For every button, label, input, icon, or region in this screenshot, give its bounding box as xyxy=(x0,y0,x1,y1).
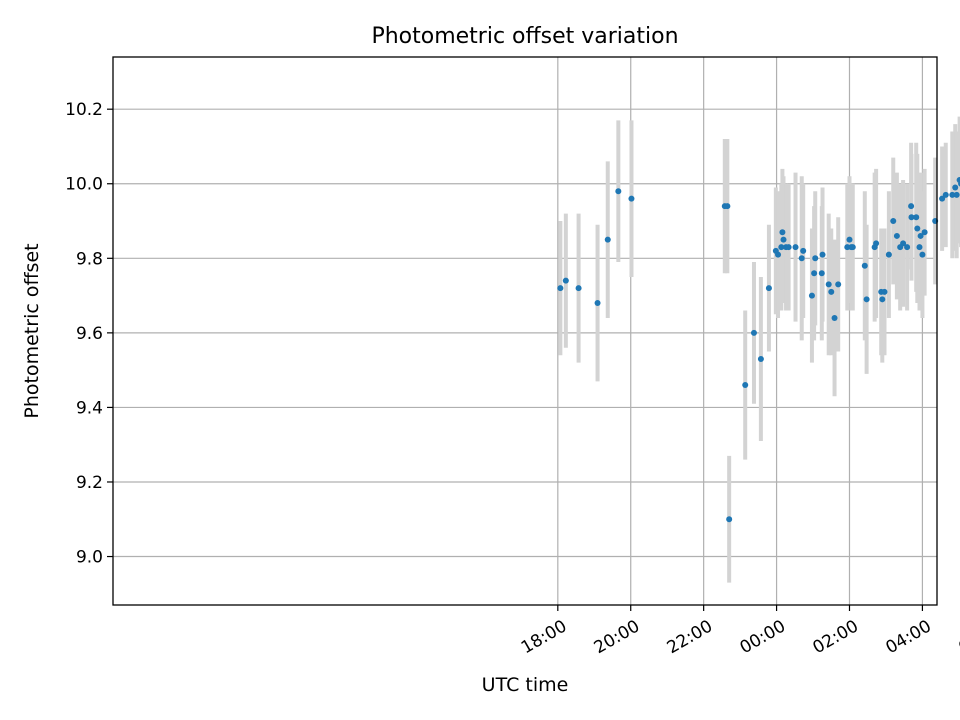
data-point xyxy=(885,251,892,258)
data-point xyxy=(953,191,960,198)
data-point xyxy=(562,277,569,284)
data-point xyxy=(557,285,564,292)
data-point xyxy=(908,203,915,210)
y-tick-label: 9.2 xyxy=(76,473,103,493)
data-point xyxy=(825,281,832,288)
data-point xyxy=(881,288,888,295)
data-point xyxy=(812,255,819,262)
data-point xyxy=(724,203,731,210)
data-point xyxy=(778,244,785,251)
data-point xyxy=(919,251,926,258)
data-point xyxy=(779,229,786,236)
data-point xyxy=(879,296,886,303)
data-point xyxy=(819,251,826,258)
data-point xyxy=(594,300,601,307)
data-point xyxy=(775,251,782,258)
data-point xyxy=(914,225,921,232)
data-point xyxy=(818,270,825,277)
y-tick-label: 9.4 xyxy=(76,398,103,418)
x-tick-label: 00:00 xyxy=(737,616,789,658)
y-tick-label: 10.2 xyxy=(65,100,103,120)
data-point xyxy=(628,195,635,202)
data-point xyxy=(785,244,792,251)
data-point xyxy=(792,244,799,251)
data-point xyxy=(900,240,907,247)
data-point xyxy=(921,229,928,236)
data-point xyxy=(604,236,611,243)
data-point xyxy=(780,236,787,243)
data-point xyxy=(861,262,868,269)
data-point xyxy=(765,285,772,292)
data-point xyxy=(873,240,880,247)
data-point xyxy=(942,191,949,198)
data-point xyxy=(849,244,856,251)
data-point xyxy=(917,232,924,239)
y-tick-label: 10.0 xyxy=(65,175,103,195)
x-tick-label: 06:00 xyxy=(955,616,960,658)
y-tick-label: 9.0 xyxy=(76,548,103,568)
data-point xyxy=(750,329,757,336)
data-point xyxy=(916,244,923,251)
data-point xyxy=(949,191,956,198)
data-point xyxy=(835,281,842,288)
data-point xyxy=(757,355,764,362)
data-point xyxy=(863,296,870,303)
data-point xyxy=(890,218,897,225)
data-point xyxy=(811,270,818,277)
data-point xyxy=(828,288,835,295)
x-tick-label: 02:00 xyxy=(810,616,862,658)
grid xyxy=(113,57,937,605)
data-point xyxy=(831,314,838,321)
plot-frame xyxy=(112,56,938,606)
x-axis-label: UTC time xyxy=(482,674,569,696)
data-point xyxy=(615,188,622,195)
data-point xyxy=(893,232,900,239)
data-point xyxy=(808,292,815,299)
y-tick-label: 9.6 xyxy=(76,324,103,344)
x-tick-label: 04:00 xyxy=(882,616,934,658)
data-point xyxy=(800,247,807,254)
data-point xyxy=(952,184,959,191)
x-tick-label: 22:00 xyxy=(664,616,716,658)
data-point xyxy=(575,285,582,292)
data-point xyxy=(939,195,946,202)
data-point xyxy=(904,244,911,251)
y-axis-label: Photometric offset xyxy=(21,243,43,418)
data-point xyxy=(908,214,915,221)
data-point xyxy=(846,236,853,243)
data-points xyxy=(557,177,960,523)
data-point xyxy=(798,255,805,262)
data-point xyxy=(913,214,920,221)
x-tick-label: 20:00 xyxy=(591,616,643,658)
data-point xyxy=(742,382,749,389)
data-point xyxy=(726,516,733,523)
x-tick-label: 18:00 xyxy=(518,616,570,658)
y-tick-label: 9.8 xyxy=(76,249,103,269)
chart-title: Photometric offset variation xyxy=(371,24,678,49)
